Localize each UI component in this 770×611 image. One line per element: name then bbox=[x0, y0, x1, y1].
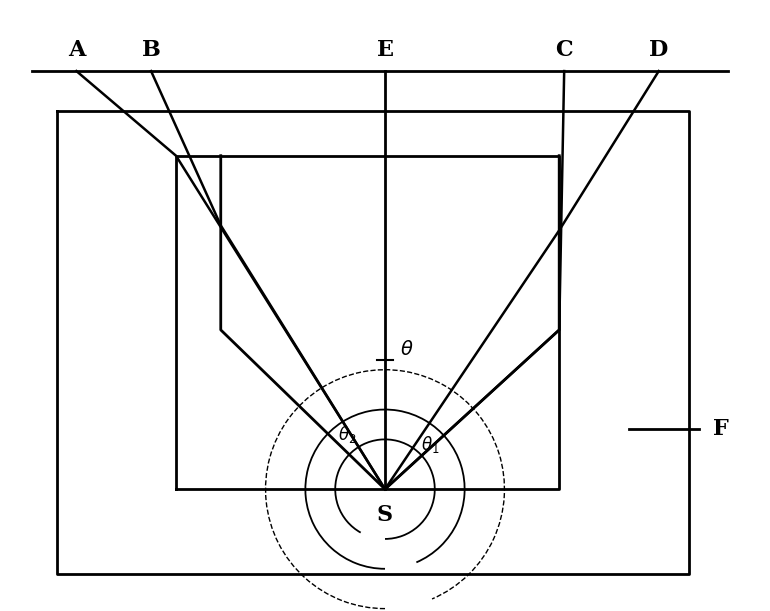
Text: $\theta$: $\theta$ bbox=[400, 340, 413, 359]
Text: F: F bbox=[714, 419, 729, 441]
Text: S: S bbox=[377, 504, 393, 526]
Text: E: E bbox=[377, 39, 393, 61]
Text: A: A bbox=[68, 39, 85, 61]
Text: B: B bbox=[142, 39, 160, 61]
Text: C: C bbox=[555, 39, 573, 61]
Text: $\theta_2$: $\theta_2$ bbox=[338, 424, 357, 445]
Text: $\theta_1$: $\theta_1$ bbox=[420, 434, 439, 455]
Text: D: D bbox=[649, 39, 668, 61]
